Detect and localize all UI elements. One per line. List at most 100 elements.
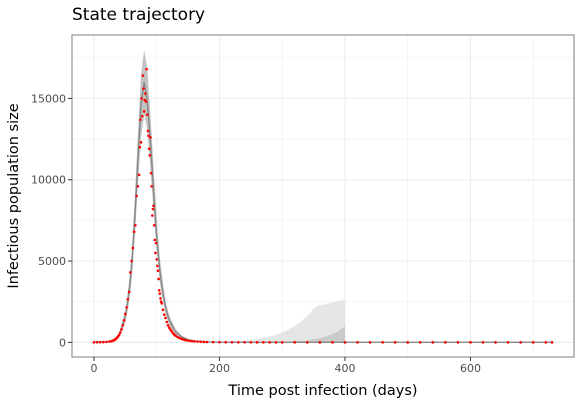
observed-point (211, 340, 215, 344)
y-tick-label: 15000 (31, 92, 66, 105)
observed-point (135, 194, 138, 198)
observed-point (165, 320, 169, 324)
x-tick-label: 600 (460, 362, 481, 375)
observed-point (393, 341, 397, 344)
observed-point (193, 340, 196, 343)
observed-point (255, 341, 259, 344)
observed-point (318, 341, 322, 344)
observed-point (151, 207, 155, 211)
observed-point (185, 339, 189, 342)
observed-point (144, 100, 148, 103)
observed-point (306, 341, 309, 344)
observed-point (119, 331, 122, 334)
observed-point (456, 341, 460, 344)
observed-point (141, 74, 145, 77)
observed-point (154, 251, 157, 255)
observed-point (152, 204, 155, 208)
observed-point (418, 341, 422, 344)
observed-point (164, 316, 167, 320)
observed-point (218, 340, 221, 344)
observed-point (140, 97, 143, 100)
observed-point (174, 334, 177, 338)
observed-point (125, 306, 128, 309)
observed-point (368, 341, 372, 344)
observed-point (149, 136, 152, 139)
observed-point (236, 340, 240, 344)
observed-point (140, 115, 144, 118)
observed-point (124, 312, 127, 316)
observed-point (343, 341, 347, 344)
observed-point (531, 341, 535, 344)
y-axis-title: Infectious population size (6, 103, 22, 288)
observed-point (156, 264, 159, 268)
y-tick-label: 10000 (31, 174, 66, 187)
observed-point (155, 258, 159, 261)
observed-point (148, 154, 152, 157)
observed-point (154, 241, 158, 245)
observed-point (160, 302, 164, 305)
observed-point (506, 341, 510, 344)
observed-point (151, 214, 154, 217)
observed-point (142, 110, 146, 113)
observed-point (224, 340, 228, 344)
observed-point (469, 341, 472, 344)
observed-point (331, 341, 334, 344)
observed-point (406, 341, 410, 344)
observed-point (117, 333, 121, 337)
observed-point (157, 277, 160, 281)
uncertainty-bands (93, 49, 345, 343)
observed-point (139, 118, 142, 121)
observed-point (150, 184, 153, 188)
observed-point (249, 341, 253, 344)
observed-point (98, 340, 102, 344)
observed-point (138, 145, 142, 149)
observed-point (129, 271, 132, 274)
observed-point (381, 341, 384, 344)
late-uncertainty-band (282, 326, 345, 343)
x-tick-label: 0 (90, 362, 97, 375)
panel-background (72, 35, 574, 357)
panel-border (71, 34, 575, 358)
y-axis: 0 5000 10000 15000 (31, 92, 72, 349)
observed-point (95, 340, 99, 344)
observed-point (356, 341, 359, 344)
observed-point (205, 340, 209, 344)
outer-uncertainty-band (93, 300, 345, 343)
observed-point (274, 341, 278, 344)
observed-point (92, 340, 96, 344)
observed-point (188, 339, 191, 343)
plot-panel (71, 34, 575, 358)
observed-point (147, 147, 151, 151)
observed-point (158, 292, 162, 295)
observed-point (152, 223, 156, 227)
observed-point (137, 173, 141, 177)
observed-point (167, 326, 171, 330)
observed-point (147, 134, 150, 138)
observed-point (262, 341, 265, 344)
observed-point (162, 313, 166, 317)
x-tick-label: 400 (334, 362, 355, 375)
observed-point (166, 323, 170, 327)
observed-point (145, 67, 148, 71)
observed-point (494, 341, 497, 344)
observed-point (519, 341, 522, 344)
observed-point (144, 92, 147, 95)
x-tick-label: 200 (209, 362, 230, 375)
observed-point (139, 141, 143, 144)
y-tick-label: 0 (59, 336, 66, 349)
observed-point (132, 230, 136, 234)
observed-point (161, 308, 165, 312)
observed-point (131, 246, 135, 250)
observed-points (92, 67, 554, 344)
observed-point (153, 238, 157, 242)
observed-point (481, 341, 485, 344)
observed-point (190, 339, 194, 343)
observed-point (142, 87, 145, 90)
observed-point (444, 341, 447, 344)
observed-point (136, 184, 140, 188)
observed-point (130, 259, 133, 263)
observed-point (544, 341, 548, 344)
observed-point (199, 340, 202, 344)
observed-point (268, 341, 271, 344)
